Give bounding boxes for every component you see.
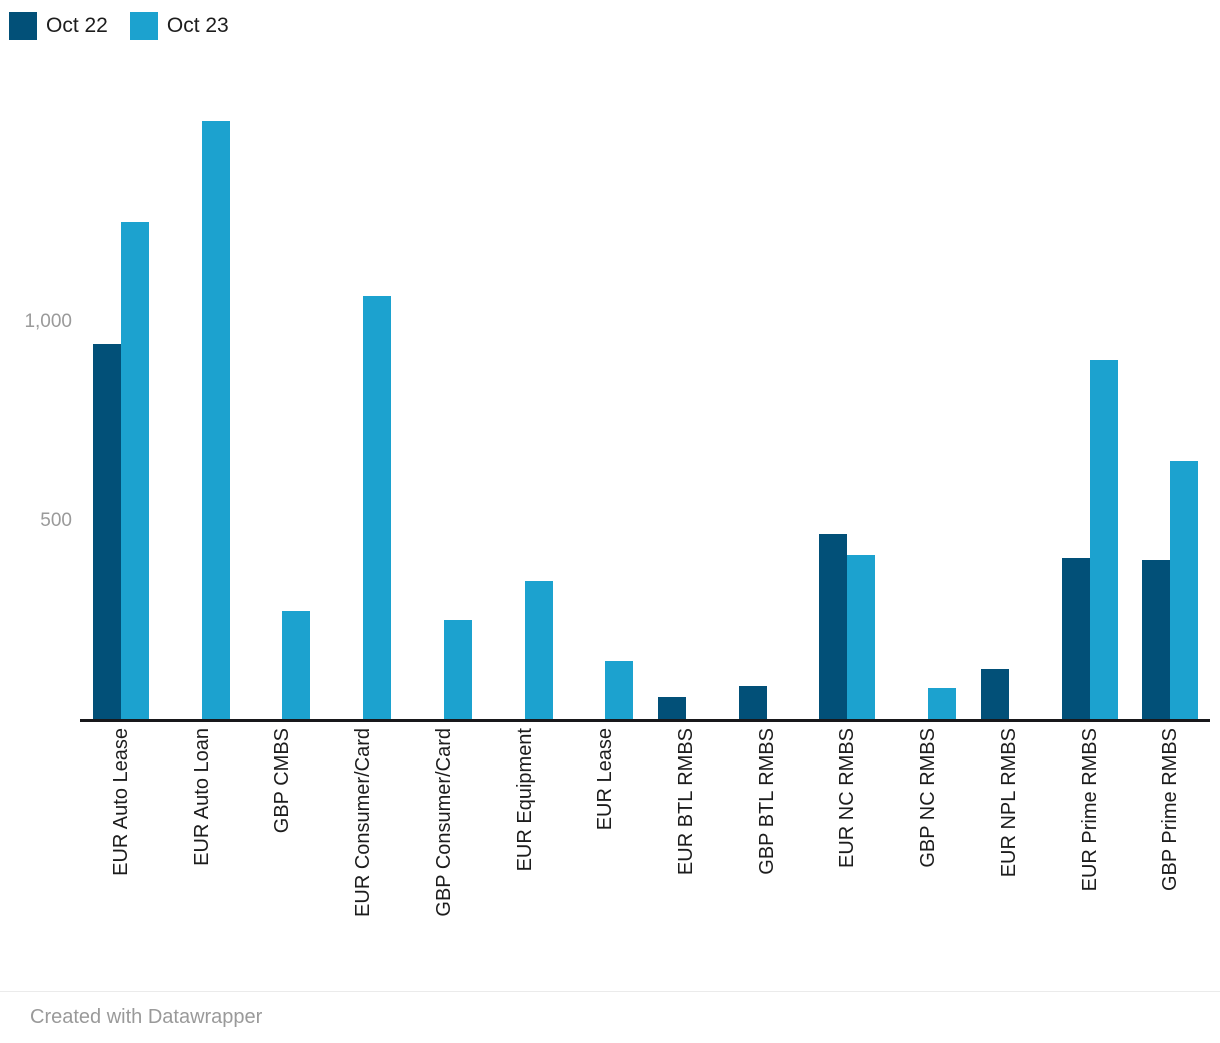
bar-oct-22-eur-npl-rmbs — [980, 669, 1009, 720]
x-label-gbp-prime-rmbs: GBP Prime RMBS — [1159, 728, 1182, 891]
attribution: Created with Datawrapper — [0, 991, 1220, 1043]
bar-oct-22-eur-prime-rmbs — [1061, 558, 1090, 720]
x-label-gbp-btl-rmbs: GBP BTL RMBS — [755, 728, 778, 875]
bar-oct-23-eur-nc-rmbs — [847, 555, 876, 720]
y-tick-1-000: 1,000 — [24, 311, 72, 332]
bar-oct-22-gbp-btl-rmbs — [738, 686, 767, 720]
bar-oct-23-gbp-cmbs — [282, 611, 311, 720]
x-label-eur-consumer-card: EUR Consumer/Card — [352, 728, 375, 917]
x-label-gbp-consumer-card: GBP Consumer/Card — [432, 728, 455, 917]
bar-oct-23-eur-consumer-card — [363, 296, 392, 720]
bar-oct-23-gbp-prime-rmbs — [1170, 461, 1199, 720]
x-label-eur-btl-rmbs: EUR BTL RMBS — [674, 728, 697, 876]
bar-oct-23-gbp-consumer-card — [443, 620, 472, 720]
attribution-text: Created with Datawrapper — [30, 1006, 263, 1028]
legend-item-oct-23: Oct 23 — [129, 12, 229, 40]
x-label-eur-nc-rmbs: EUR NC RMBS — [836, 728, 859, 869]
x-label-eur-auto-lease: EUR Auto Lease — [110, 728, 132, 876]
x-label-eur-equipment: EUR Equipment — [513, 728, 536, 872]
legend: Oct 22 Oct 23 — [9, 12, 229, 40]
x-label-eur-lease: EUR Lease — [594, 728, 617, 831]
x-label-eur-npl-rmbs: EUR NPL RMBS — [997, 728, 1020, 878]
legend-label: Oct 22 — [46, 14, 108, 37]
bar-oct-22-eur-auto-lease — [93, 344, 121, 720]
bar-oct-23-eur-auto-loan — [201, 121, 230, 720]
bar-oct-23-eur-lease — [605, 661, 634, 720]
bar-oct-22-eur-btl-rmbs — [657, 697, 686, 720]
legend-swatch-oct-23 — [129, 12, 158, 40]
legend-item-oct-22: Oct 22 — [9, 12, 108, 40]
x-label-eur-prime-rmbs: EUR Prime RMBS — [1078, 728, 1101, 892]
bar-oct-23-eur-equipment — [524, 581, 553, 720]
bar-oct-22-eur-nc-rmbs — [819, 534, 848, 720]
x-label-gbp-cmbs: GBP CMBS — [271, 728, 294, 834]
bar-oct-23-eur-prime-rmbs — [1089, 360, 1118, 720]
x-label-eur-auto-loan: EUR Auto Loan — [190, 728, 213, 866]
x-label-gbp-nc-rmbs: GBP NC RMBS — [917, 728, 940, 868]
bar-oct-23-gbp-nc-rmbs — [928, 688, 957, 720]
x-axis-line — [80, 719, 1210, 722]
bar-oct-22-gbp-prime-rmbs — [1142, 560, 1171, 720]
legend-swatch-oct-22 — [9, 12, 37, 40]
legend-label: Oct 23 — [166, 14, 229, 37]
bar-oct-23-eur-auto-lease — [121, 222, 149, 720]
y-tick-500: 500 — [40, 510, 72, 531]
